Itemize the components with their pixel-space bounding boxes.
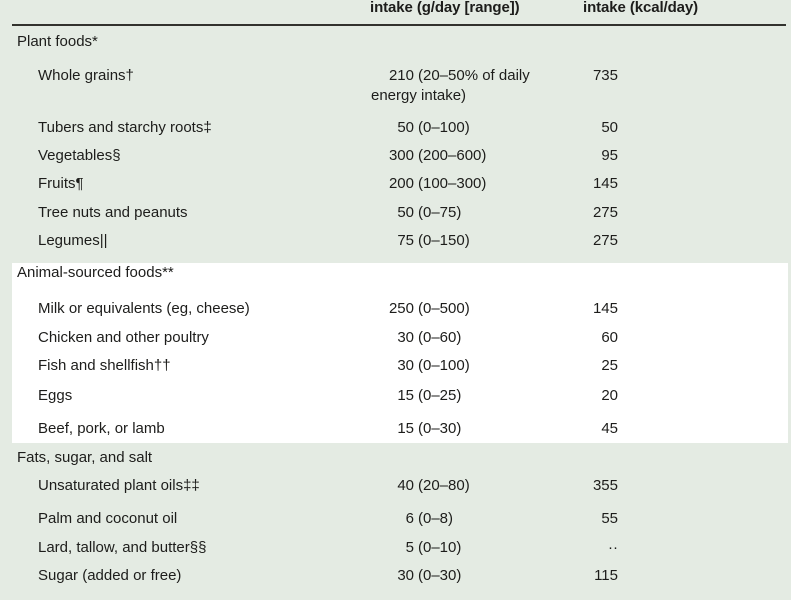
amount-range: (0–150) [418,232,470,249]
amount-value: 30 [397,357,414,374]
kcal-value: 95 [601,147,618,164]
kcal-value: 45 [601,420,618,437]
food-label: Palm and coconut oil [38,510,178,527]
table-row: Whole grains† 210 (20–50% of daily 735 e… [0,66,791,106]
amount-range: (0–10) [418,539,462,556]
section-row: Plant foods* [0,32,791,52]
table-row: Chicken and other poultry 30 (0–60) 60 [0,328,791,348]
amount-range: (0–60) [418,329,462,346]
amount-value: 200 [388,175,414,192]
amount-value: 50 [397,119,414,136]
table-row: Sugar (added or free) 30 (0–30) 115 [0,566,791,586]
amount-range: (0–100) [418,119,470,136]
food-label: Sugar (added or free) [38,567,182,584]
section-row: Fats, sugar, and salt [0,448,791,468]
kcal-value: 735 [592,67,618,84]
kcal-value: 20 [601,387,618,404]
amount-range: (20–50% of daily [418,67,530,84]
amount-value: 15 [397,387,414,404]
kcal-value: 275 [592,232,618,249]
amount-value: 210 [388,67,414,84]
table-row: Fruits¶ 200 (100–300) 145 [0,174,791,194]
food-label: Chicken and other poultry [38,329,209,346]
amount-range: (0–25) [418,387,462,404]
amount-range: (200–600) [418,147,487,164]
food-label: Eggs [38,387,73,404]
amount-value: 50 [397,204,414,221]
food-label: Beef, pork, or lamb [38,420,165,437]
kcal-value: 355 [592,477,618,494]
amount-value: 75 [397,232,414,249]
kcal-value: 55 [601,510,618,527]
food-label: Unsaturated plant oils‡‡ [38,477,200,494]
food-label: Tubers and starchy roots‡ [38,119,212,136]
amount-range: (0–75) [418,204,462,221]
table-row: Lard, tallow, and butter§§ 5 (0–10) ·· [0,538,791,558]
table-row: Eggs 15 (0–25) 20 [0,386,791,406]
section-label: Animal-sourced foods** [17,264,174,281]
kcal-value: 60 [601,329,618,346]
amount-range: (0–8) [418,510,454,527]
kcal-value: 145 [592,175,618,192]
kcal-value: 275 [592,204,618,221]
table-row: Legumes|| 75 (0–150) 275 [0,231,791,251]
kcal-value: 115 [594,567,618,584]
section-row: Animal-sourced foods** [0,263,791,283]
kcal-value: 145 [592,300,618,317]
table-row: Tree nuts and peanuts 50 (0–75) 275 [0,203,791,223]
amount-value: 30 [397,329,414,346]
amount-value: 5 [405,539,414,556]
table-row: Vegetables§ 300 (200–600) 95 [0,146,791,166]
food-label: Fish and shellfish†† [38,357,171,374]
food-label: Fruits¶ [38,175,84,192]
table-row: Palm and coconut oil 6 (0–8) 55 [0,509,791,529]
amount-range: (0–500) [418,300,470,317]
amount-range: (0–100) [418,357,470,374]
table-row: Milk or equivalents (eg, cheese) 250 (0–… [0,299,791,319]
amount-range-continuation: energy intake) [371,87,467,104]
food-label: Tree nuts and peanuts [38,204,188,221]
table-row: Fish and shellfish†† 30 (0–100) 25 [0,356,791,376]
column-header-kcal-intake: intake (kcal/day) [583,0,699,16]
amount-range: (20–80) [418,477,470,494]
amount-value: 40 [397,477,414,494]
table-row: Tubers and starchy roots‡ 50 (0–100) 50 [0,118,791,138]
food-label: Milk or equivalents (eg, cheese) [38,300,250,317]
amount-range: (0–30) [418,420,462,437]
kcal-value: 25 [601,357,618,374]
kcal-value: 50 [601,119,618,136]
amount-range: (100–300) [418,175,487,192]
column-header-gram-intake: intake (g/day [range]) [370,0,520,16]
table-row: Beef, pork, or lamb 15 (0–30) 45 [0,419,791,439]
food-label: Legumes|| [38,232,108,249]
table-row: Unsaturated plant oils‡‡ 40 (20–80) 355 [0,476,791,496]
amount-range: (0–30) [418,567,462,584]
section-label: Plant foods* [17,33,98,50]
animal-foods-highlight-band [12,263,788,443]
amount-value: 250 [388,300,414,317]
food-label: Lard, tallow, and butter§§ [38,539,207,556]
kcal-value: ·· [608,539,618,556]
food-label: Whole grains† [38,67,134,84]
section-label: Fats, sugar, and salt [17,449,153,466]
amount-value: 6 [405,510,414,527]
amount-value: 30 [397,567,414,584]
header-rule [12,24,786,26]
amount-value: 300 [388,147,414,164]
amount-value: 15 [397,420,414,437]
food-label: Vegetables§ [38,147,121,164]
